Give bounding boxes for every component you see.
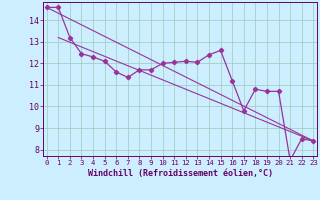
X-axis label: Windchill (Refroidissement éolien,°C): Windchill (Refroidissement éolien,°C)	[87, 169, 273, 178]
